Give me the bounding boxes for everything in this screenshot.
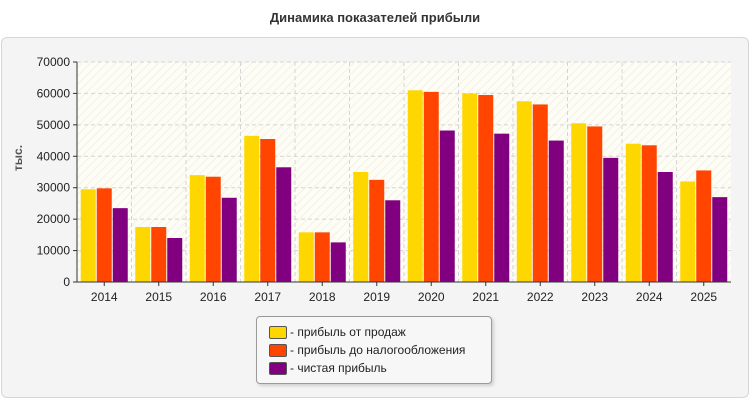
bar xyxy=(548,140,564,282)
gridlines xyxy=(77,61,731,282)
bar xyxy=(712,197,728,282)
x-tick-label: 2020 xyxy=(418,290,445,304)
x-tick-label: 2015 xyxy=(145,290,172,304)
bar xyxy=(276,167,292,282)
bar xyxy=(260,139,276,282)
bar xyxy=(330,242,346,282)
y-tick-label: 0 xyxy=(63,275,70,289)
legend-swatch-net-profit xyxy=(269,362,287,376)
bar xyxy=(494,133,510,282)
bar xyxy=(625,143,641,282)
y-tick-label: 40000 xyxy=(37,149,71,163)
y-tick-label: 20000 xyxy=(37,212,71,226)
y-tick-label: 60000 xyxy=(37,86,71,100)
bar xyxy=(407,90,423,283)
axes xyxy=(73,61,731,286)
x-tick-label: 2024 xyxy=(636,290,663,304)
legend: - прибыль от продаж - прибыль до налогоо… xyxy=(256,316,492,384)
bar xyxy=(151,227,167,282)
legend-label: - прибыль от продаж xyxy=(290,325,406,339)
bar xyxy=(641,145,657,282)
chart-title: Динамика показателей прибыли xyxy=(269,10,481,25)
bar xyxy=(167,238,183,282)
legend-label: - чистая прибыль xyxy=(290,361,387,375)
tick-labels: 0 10000 20000 30000 40000 50000 60000 70000 2014… xyxy=(37,55,718,304)
x-tick-label: 2023 xyxy=(581,290,608,304)
legend-swatch-sales-profit xyxy=(269,326,287,340)
bar xyxy=(385,200,401,282)
x-tick-label: 2014 xyxy=(91,290,118,304)
x-tick-label: 2017 xyxy=(254,290,281,304)
legend-swatch-pretax-profit xyxy=(269,344,287,358)
y-tick-label: 50000 xyxy=(37,118,71,132)
y-axis-label: тыс. xyxy=(11,145,25,171)
bar xyxy=(657,172,673,282)
bar xyxy=(603,157,619,282)
x-tick-label: 2021 xyxy=(472,290,499,304)
y-tick-label: 70000 xyxy=(37,55,71,69)
bar xyxy=(189,175,205,282)
bars xyxy=(80,90,728,283)
bar xyxy=(96,188,112,282)
bar xyxy=(135,227,151,282)
legend-label: - прибыль до налогообложения xyxy=(290,343,466,357)
bar xyxy=(353,172,369,282)
x-tick-label: 2025 xyxy=(690,290,717,304)
bar xyxy=(587,126,603,282)
legend-item-net-profit: - чистая прибыль xyxy=(269,361,387,377)
bar xyxy=(462,93,478,282)
x-tick-label: 2022 xyxy=(527,290,554,304)
x-tick-label: 2019 xyxy=(363,290,390,304)
bar xyxy=(221,197,237,282)
bar xyxy=(369,179,385,282)
x-tick-label: 2016 xyxy=(200,290,227,304)
bar xyxy=(298,232,314,282)
bar xyxy=(478,95,494,282)
bar xyxy=(112,208,128,282)
bar xyxy=(516,101,532,283)
bar xyxy=(80,189,96,282)
y-tick-label: 30000 xyxy=(37,181,71,195)
bar xyxy=(205,176,221,282)
bar xyxy=(244,135,260,282)
bar xyxy=(680,181,696,282)
bar xyxy=(314,232,330,282)
bar xyxy=(423,91,439,282)
bar xyxy=(532,104,548,282)
bar xyxy=(439,130,455,282)
y-tick-label: 10000 xyxy=(37,244,71,258)
legend-item-pretax-profit: - прибыль до налогообложения xyxy=(269,343,465,359)
x-tick-label: 2018 xyxy=(309,290,336,304)
bar xyxy=(571,123,587,283)
bar xyxy=(696,170,712,282)
legend-item-sales-profit: - прибыль от продаж xyxy=(269,325,406,341)
